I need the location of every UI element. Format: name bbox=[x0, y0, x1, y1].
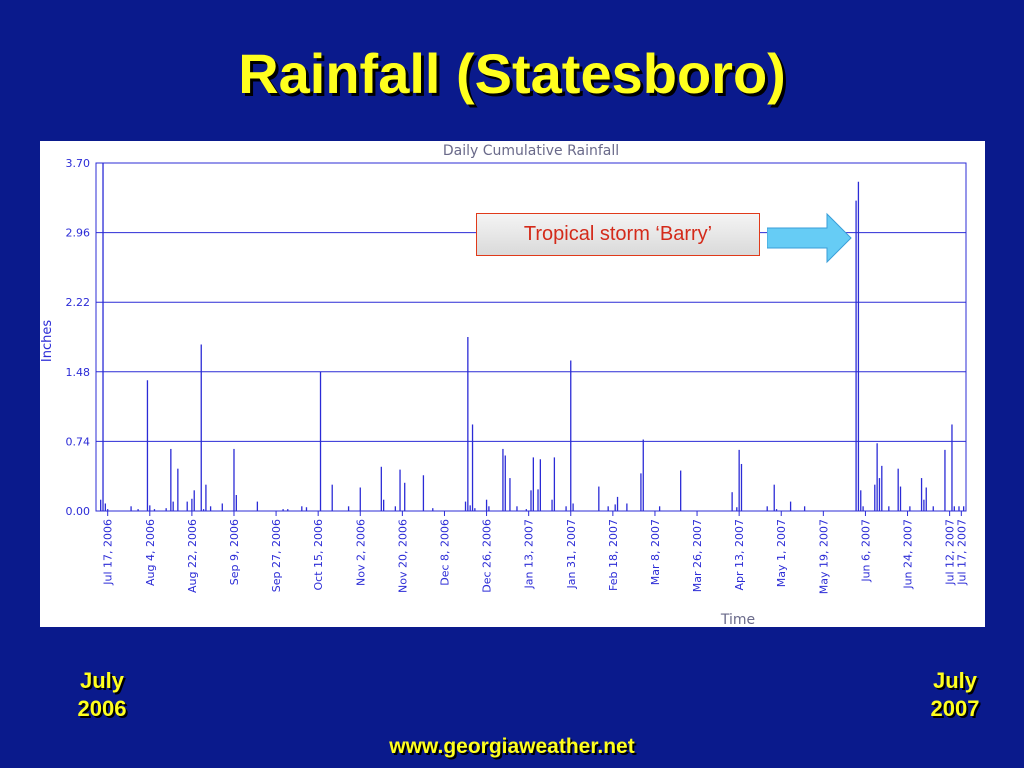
end-label: July 2007 bbox=[915, 667, 995, 723]
x-tick-label: May 1, 2007 bbox=[775, 519, 788, 587]
start-year: 2006 bbox=[77, 696, 127, 721]
end-year: 2007 bbox=[930, 696, 980, 721]
y-tick-label: 3.70 bbox=[66, 157, 91, 170]
x-tick-label: Jan 31, 2007 bbox=[565, 519, 578, 589]
x-tick-label: Jan 13, 2007 bbox=[523, 519, 536, 589]
end-month: July bbox=[932, 668, 978, 693]
x-tick-label: Nov 2, 2006 bbox=[354, 519, 367, 586]
x-tick-label: Aug 22, 2006 bbox=[186, 519, 199, 593]
x-tick-label: Oct 15, 2006 bbox=[312, 519, 325, 591]
footer-url[interactable]: www.georgiaweather.net bbox=[389, 735, 635, 758]
y-tick-label: 2.22 bbox=[66, 296, 91, 309]
x-tick-label: Sep 27, 2006 bbox=[270, 519, 283, 592]
y-tick-label: 2.96 bbox=[66, 227, 91, 240]
y-axis-label: Inches bbox=[40, 320, 55, 362]
x-tick-label: May 19, 2007 bbox=[817, 519, 830, 594]
start-label: July 2006 bbox=[62, 667, 142, 723]
x-tick-label: Mar 8, 2007 bbox=[649, 519, 662, 585]
tropical-storm-callout: Tropical storm ‘Barry’ bbox=[476, 213, 760, 256]
x-tick-label: Mar 26, 2007 bbox=[691, 519, 704, 592]
x-tick-label: Dec 8, 2006 bbox=[438, 519, 451, 586]
x-tick-label: Jun 6, 2007 bbox=[859, 519, 872, 583]
x-tick-label: Jun 24, 2007 bbox=[902, 519, 915, 590]
y-tick-label: 0.74 bbox=[66, 435, 91, 448]
chart-title: Daily Cumulative Rainfall bbox=[443, 143, 619, 159]
slide-title: Rainfall (Statesboro) bbox=[238, 42, 786, 105]
x-tick-label: Jul 17, 2007 bbox=[955, 519, 968, 586]
x-tick-label: Jul 17, 2006 bbox=[102, 519, 115, 586]
y-tick-label: 1.48 bbox=[66, 366, 91, 379]
axis-ticks: 0.00 0.74 1.48 2.22 2.96 3.70 Jul 17, 2006 Aug … bbox=[66, 157, 969, 594]
x-tick-label: Feb 18, 2007 bbox=[607, 519, 620, 591]
x-tick-label: Sep 9, 2006 bbox=[228, 519, 241, 585]
x-tick-label: Nov 20, 2006 bbox=[396, 519, 409, 593]
x-tick-label: Apr 13, 2007 bbox=[733, 519, 746, 591]
callout-arrow-icon bbox=[767, 212, 852, 264]
x-tick-label: Jul 12, 2007 bbox=[944, 519, 957, 586]
x-tick-label: Dec 26, 2006 bbox=[481, 519, 494, 593]
y-tick-label: 0.00 bbox=[66, 505, 91, 518]
x-tick-label: Aug 4, 2006 bbox=[144, 519, 157, 586]
start-month: July bbox=[79, 668, 125, 693]
rainfall-bars bbox=[100, 163, 965, 511]
x-axis-label: Time bbox=[720, 612, 755, 627]
